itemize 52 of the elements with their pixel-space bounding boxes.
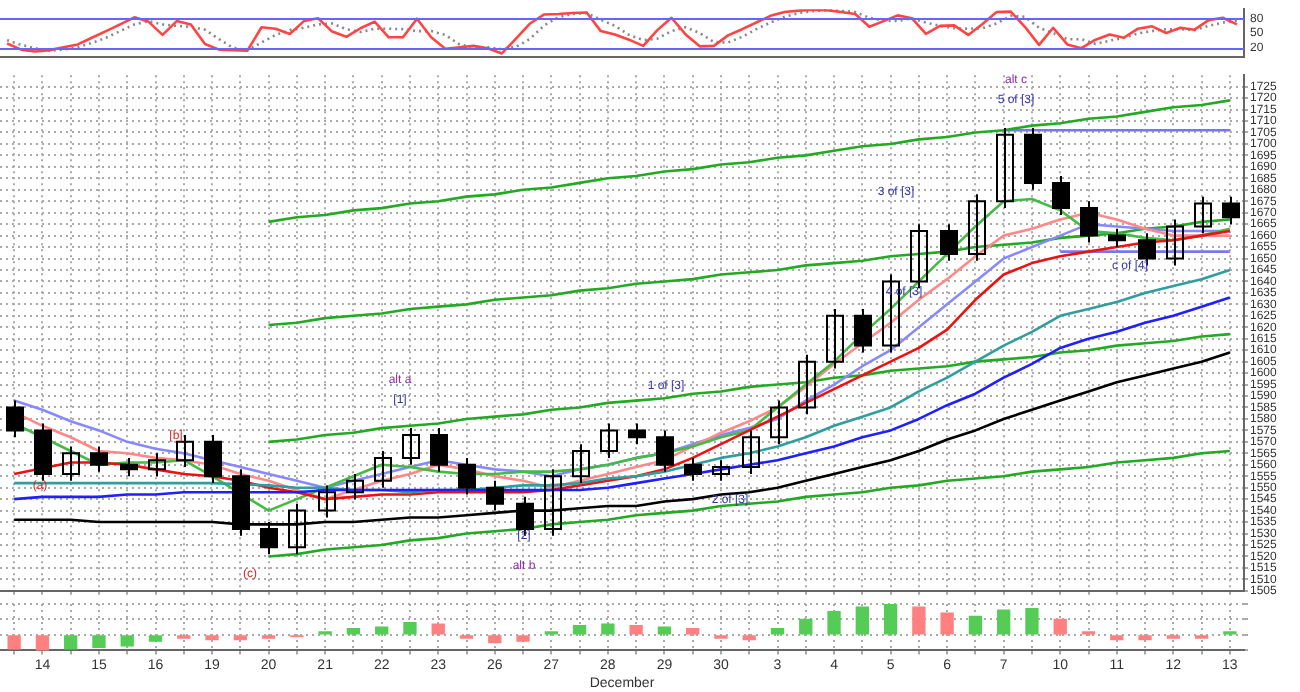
bar <box>799 618 813 635</box>
bar <box>855 606 869 635</box>
bar <box>233 635 247 641</box>
bar <box>657 626 672 635</box>
candlestick <box>882 273 900 354</box>
bar <box>516 635 530 642</box>
bar <box>403 621 417 635</box>
candlestick <box>996 126 1014 210</box>
bar <box>1025 607 1039 635</box>
candlestick <box>62 445 80 482</box>
candlestick <box>1194 195 1212 235</box>
candlestick <box>148 452 166 478</box>
candlestick <box>742 429 760 475</box>
bar <box>346 628 361 635</box>
bar <box>601 623 615 635</box>
bar <box>968 615 983 635</box>
candlestick <box>910 223 928 290</box>
bar <box>64 635 78 650</box>
bar <box>205 635 219 641</box>
bar <box>431 623 445 635</box>
bar <box>375 626 389 635</box>
bar <box>997 609 1011 635</box>
bar <box>1110 635 1124 641</box>
bar <box>1053 618 1067 635</box>
bar <box>92 635 106 648</box>
candlestick <box>798 353 816 416</box>
bar <box>488 635 502 644</box>
candlestick <box>402 427 420 466</box>
bar <box>35 635 50 651</box>
bar <box>770 628 785 635</box>
candlestick <box>712 459 730 482</box>
bar <box>572 624 587 635</box>
bar <box>7 635 21 650</box>
candlestick <box>1166 218 1184 267</box>
bar <box>148 635 163 642</box>
bar <box>827 611 841 635</box>
bar <box>742 635 756 641</box>
bar <box>629 624 643 635</box>
bar <box>883 604 898 635</box>
candlestick <box>968 193 986 262</box>
candlestick <box>770 399 788 446</box>
candlestick <box>346 472 364 501</box>
candlestick <box>572 443 590 485</box>
candlestick <box>374 450 392 489</box>
candlestick <box>318 484 336 519</box>
bar <box>940 612 954 635</box>
bar <box>120 635 134 647</box>
candlestick <box>600 422 618 459</box>
bar <box>686 628 700 635</box>
bar <box>912 606 926 635</box>
candlestick <box>826 307 844 370</box>
bar <box>1138 635 1152 641</box>
